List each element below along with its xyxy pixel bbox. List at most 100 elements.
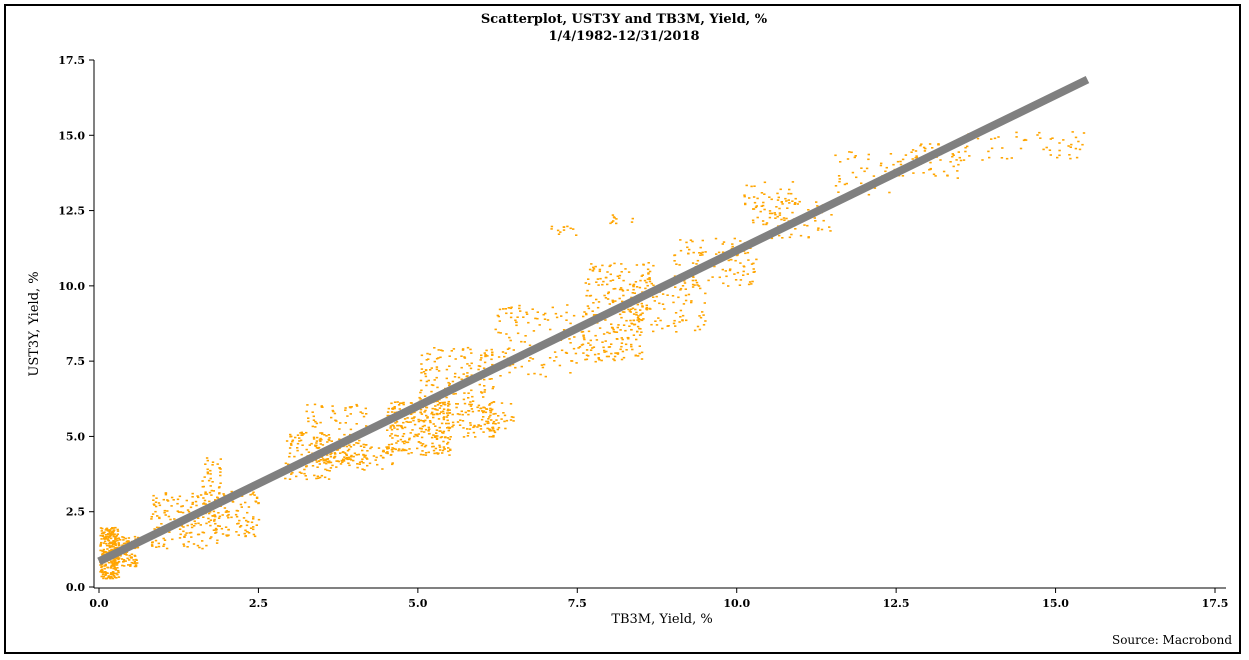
- scatter-point: [302, 433, 305, 435]
- scatter-point: [435, 438, 439, 440]
- scatter-point: [679, 316, 682, 318]
- scatter-point: [752, 262, 755, 265]
- scatter-point: [293, 455, 296, 458]
- scatter-point: [212, 529, 216, 531]
- scatter-point: [483, 389, 487, 391]
- scatter-point: [436, 435, 439, 437]
- scatter-point: [352, 459, 355, 462]
- scatter-point: [151, 541, 154, 543]
- scatter-point: [420, 363, 423, 365]
- scatter-point: [748, 197, 751, 199]
- scatter-point: [201, 486, 204, 488]
- scatter-point: [611, 301, 615, 304]
- scatter-point: [542, 363, 546, 366]
- scatter-point: [442, 412, 445, 415]
- scatter-point: [398, 448, 401, 450]
- scatter-point: [239, 525, 243, 527]
- scatter-point: [701, 311, 704, 313]
- scatter-point: [691, 286, 695, 288]
- scatter-point: [447, 450, 450, 453]
- scatter-point: [428, 428, 431, 430]
- scatter-point: [338, 428, 341, 430]
- scatter-point: [1081, 143, 1084, 146]
- scatter-point: [328, 437, 331, 439]
- scatter-point: [103, 567, 106, 570]
- scatter-point: [337, 460, 341, 463]
- scatter-point: [438, 444, 441, 447]
- scatter-point: [312, 438, 316, 440]
- scatter-point: [348, 464, 351, 467]
- scatter-point: [966, 145, 969, 148]
- scatter-point: [346, 458, 349, 461]
- scatter-point: [214, 515, 217, 518]
- scatter-point: [389, 427, 392, 429]
- scatter-point: [213, 514, 216, 516]
- scatter-point: [553, 351, 557, 353]
- scatter-point: [173, 518, 176, 520]
- scatter-point: [386, 447, 389, 449]
- scatter-point: [322, 458, 325, 460]
- scatter-point: [646, 278, 650, 280]
- scatter-point: [315, 461, 319, 463]
- scatter-point: [207, 479, 211, 482]
- scatter-point: [467, 413, 470, 416]
- scatter-point: [211, 461, 215, 463]
- scatter-point: [205, 493, 209, 495]
- scatter-point: [113, 543, 116, 546]
- scatter-point: [611, 300, 614, 302]
- scatter-point: [681, 285, 685, 287]
- scatter-point: [696, 325, 700, 328]
- scatter-point: [482, 396, 485, 398]
- scatter-point: [588, 295, 591, 297]
- scatter-point: [509, 307, 513, 310]
- scatter-point: [287, 463, 290, 466]
- scatter-point: [461, 420, 465, 422]
- scatter-point: [393, 401, 397, 403]
- scatter-point: [112, 559, 115, 562]
- scatter-point: [319, 443, 322, 445]
- scatter-point: [389, 435, 392, 437]
- scatter-point: [182, 526, 185, 528]
- scatter-point: [117, 558, 120, 561]
- scatter-point: [123, 565, 126, 567]
- scatter-point: [853, 156, 856, 159]
- scatter-point: [785, 217, 788, 220]
- scatter-point: [435, 412, 439, 415]
- scatter-point: [257, 502, 260, 504]
- scatter-point: [194, 522, 197, 525]
- scatter-point: [433, 408, 437, 410]
- scatter-point: [683, 280, 686, 282]
- scatter-point: [425, 414, 428, 417]
- scatter-point: [424, 454, 428, 456]
- scatter-point: [113, 548, 116, 550]
- scatter-point: [482, 410, 486, 412]
- scatter-point: [492, 430, 496, 432]
- scatter-point: [639, 314, 642, 316]
- scatter-point: [480, 418, 484, 421]
- scatter-point: [340, 459, 343, 462]
- scatter-point: [100, 541, 103, 544]
- scatter-point: [484, 355, 487, 358]
- scatter-point: [489, 409, 492, 412]
- scatter-point: [326, 469, 329, 472]
- scatter-point: [519, 310, 522, 312]
- scatter-point: [178, 528, 182, 530]
- scatter-point: [314, 420, 317, 423]
- scatter-point: [679, 309, 683, 312]
- scatter-point: [626, 289, 629, 291]
- scatter-point: [618, 313, 622, 316]
- scatter-point: [867, 153, 870, 156]
- scatter-point: [408, 438, 411, 441]
- scatter-point: [761, 220, 765, 222]
- scatter-point: [255, 524, 258, 526]
- scatter-point: [486, 422, 489, 425]
- scatter-point: [631, 292, 634, 294]
- scatter-point: [427, 379, 430, 382]
- scatter-point: [1074, 147, 1078, 150]
- scatter-point: [636, 317, 640, 319]
- scatter-point: [101, 573, 105, 576]
- scatter-point: [410, 452, 413, 454]
- scatter-point: [196, 544, 200, 547]
- scatter-point: [427, 358, 430, 360]
- scatter-point: [488, 430, 492, 432]
